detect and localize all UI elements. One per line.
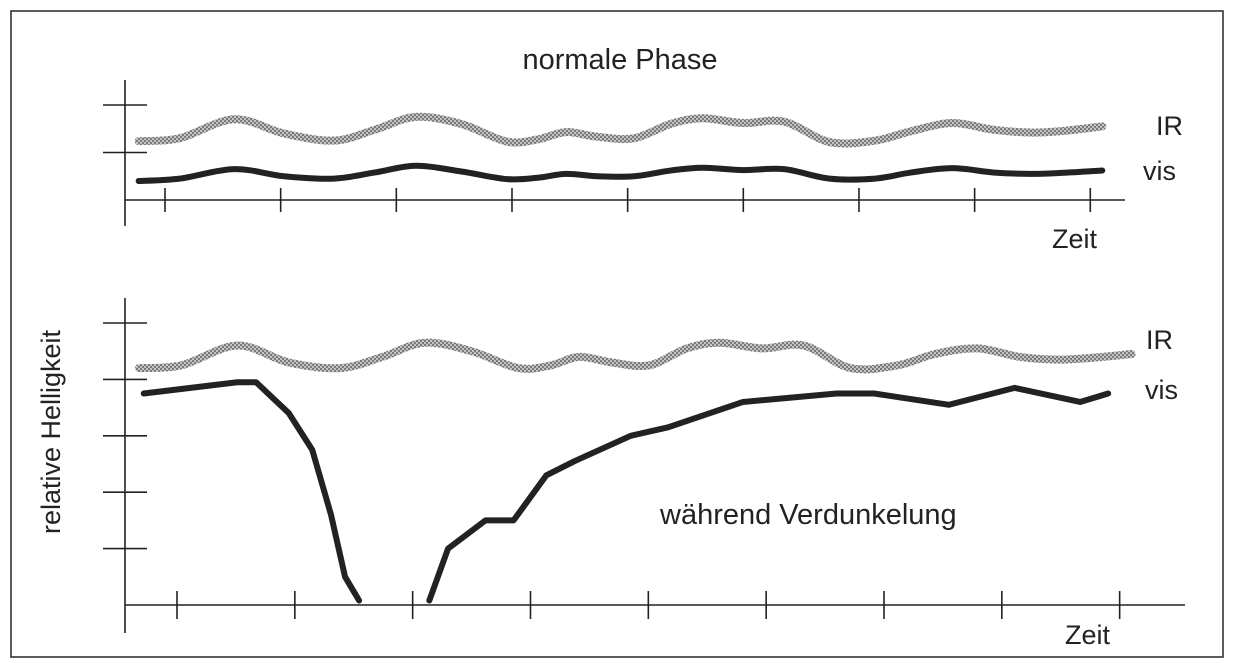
series-label-vis-top: vis — [1143, 156, 1176, 186]
series-ir-line — [134, 112, 1107, 148]
panel-normal-phase — [103, 80, 1125, 226]
series-vis-line — [426, 384, 1112, 604]
series-label-ir-bottom: IR — [1146, 325, 1173, 355]
y-axis-label: relative Helligkeit — [36, 329, 66, 534]
panel-eclipse-phase — [103, 298, 1185, 633]
chart-title-top: normale Phase — [522, 44, 717, 76]
figure-frame — [10, 10, 1224, 658]
x-axis-label-top: Zeit — [1052, 224, 1098, 254]
series-vis-line — [140, 379, 363, 604]
annotation-eclipse: während Verdunkelung — [659, 499, 957, 531]
x-axis-label-bottom: Zeit — [1065, 620, 1111, 650]
series-vis-line — [135, 162, 1106, 184]
series-ir-line — [135, 338, 1136, 374]
series-label-ir-top: IR — [1156, 111, 1183, 141]
series-label-vis-bottom: vis — [1145, 375, 1178, 405]
